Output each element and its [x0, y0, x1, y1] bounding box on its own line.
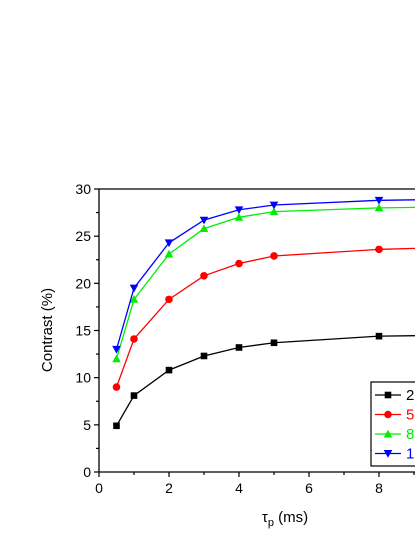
data-point — [112, 345, 121, 354]
legend-label: 8 — [406, 426, 414, 443]
legend: 2 5 8 1 — [370, 381, 415, 467]
data-point — [165, 366, 173, 374]
y-tick-label: 30 — [75, 181, 91, 197]
data-point — [113, 422, 120, 430]
x-tick-label: 6 — [305, 480, 313, 496]
data-point — [200, 271, 208, 280]
legend-label: 2 — [406, 387, 414, 404]
legend-box — [370, 381, 415, 467]
x-axis-title-symbol: τ — [262, 509, 268, 526]
data-point — [130, 335, 138, 343]
y-axis-title: Contrast (%) — [39, 288, 56, 372]
legend-marker — [384, 391, 392, 399]
data-point — [199, 224, 209, 233]
x-axis-title-subscript: p — [268, 517, 274, 529]
y-tick-label: 0 — [83, 464, 91, 480]
series-line — [115, 335, 415, 427]
series-layer — [112, 196, 415, 430]
legend-label: 1 — [406, 446, 414, 463]
data-point — [164, 249, 174, 258]
data-point — [164, 239, 174, 248]
legend-marker — [384, 410, 392, 419]
x-tick-label: 0 — [95, 480, 103, 496]
series-line — [115, 206, 415, 359]
y-tick-label: 20 — [75, 275, 91, 291]
y-tick-label: 10 — [75, 370, 91, 386]
series-4 — [112, 196, 415, 354]
data-point — [235, 344, 243, 351]
y-tick-label: 5 — [83, 417, 91, 433]
data-point — [234, 206, 244, 215]
data-point — [130, 392, 138, 399]
legend-marker — [383, 450, 393, 458]
data-point — [374, 196, 384, 205]
series-line — [115, 199, 415, 350]
x-tick-label: 2 — [165, 480, 173, 496]
series-2 — [112, 245, 415, 391]
x-tick-label: 8 — [375, 480, 383, 496]
data-point — [269, 207, 279, 216]
data-point — [235, 259, 243, 268]
data-point — [269, 201, 279, 210]
y-tick-label: 25 — [75, 228, 91, 244]
legend-label: 5 — [406, 407, 414, 424]
x-tick-label: 4 — [235, 480, 243, 496]
x-axis-title: τp (ms) — [262, 509, 308, 529]
data-point — [200, 352, 208, 360]
data-point — [129, 295, 139, 303]
series-3 — [112, 203, 415, 363]
data-point — [234, 213, 244, 221]
data-point — [112, 354, 121, 363]
data-point — [270, 252, 278, 260]
data-point — [374, 203, 384, 212]
legend-marker — [383, 429, 393, 438]
data-point — [270, 339, 278, 347]
data-point — [375, 332, 383, 340]
series-1 — [113, 332, 415, 430]
data-point — [112, 383, 121, 391]
data-point — [129, 284, 139, 293]
series-line — [115, 247, 415, 388]
data-point — [165, 295, 173, 304]
data-point — [199, 216, 209, 225]
y-tick-label: 15 — [75, 323, 91, 339]
x-axis-title-unit: (ms) — [274, 509, 308, 526]
data-point — [375, 245, 383, 254]
